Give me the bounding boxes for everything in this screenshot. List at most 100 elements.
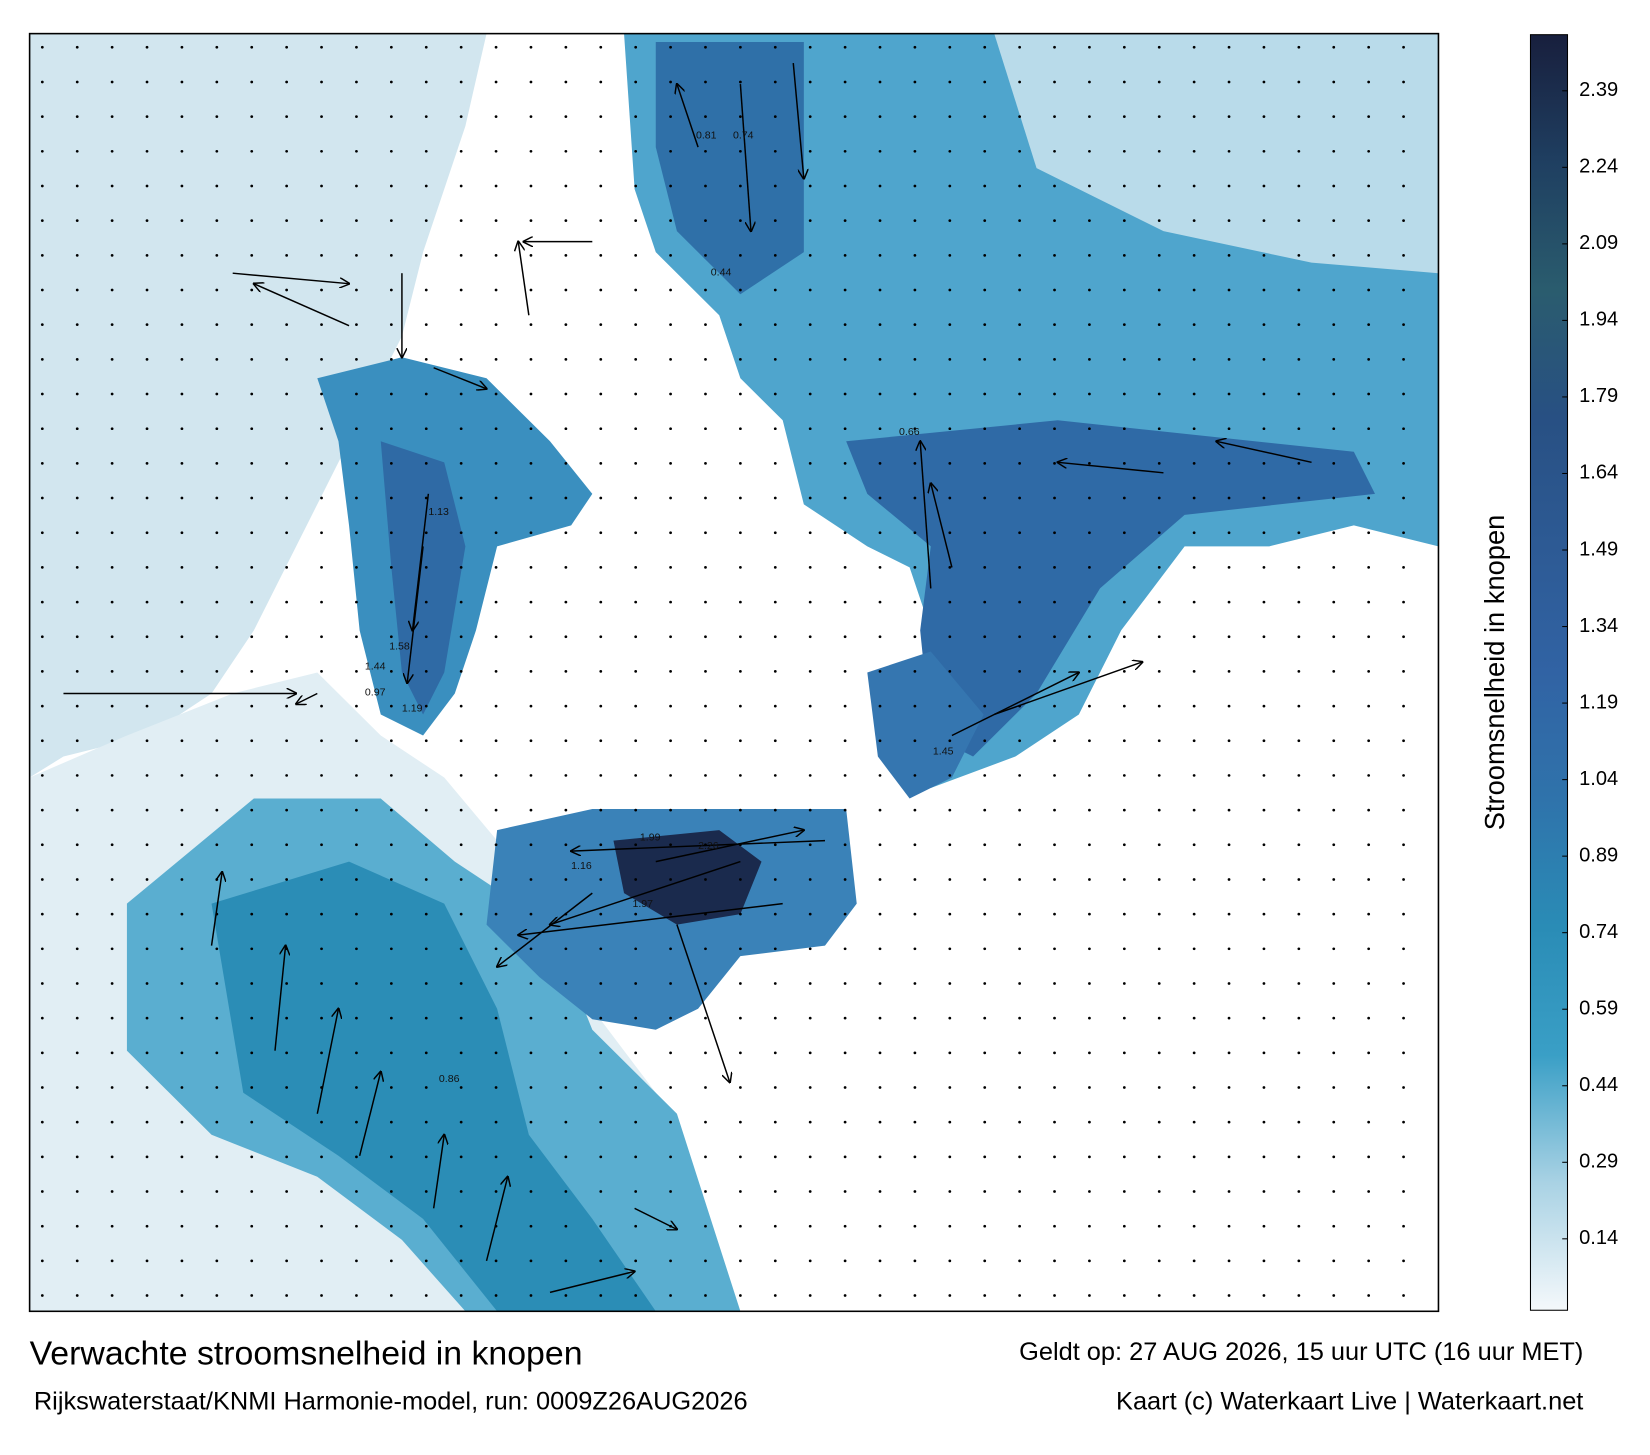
grid-dot <box>75 1086 79 1089</box>
grid-dot <box>564 947 568 951</box>
grid-dot <box>634 149 638 153</box>
grid-dot <box>704 1190 707 1193</box>
grid-dot <box>1332 774 1336 777</box>
grid-dot <box>843 219 847 223</box>
grid-dot <box>983 1016 987 1020</box>
grid-dot <box>145 704 149 708</box>
grid-dot <box>948 704 952 708</box>
grid-dot <box>1122 288 1126 292</box>
grid-dot <box>1122 1294 1126 1297</box>
grid-dot <box>180 80 184 84</box>
grid-dot <box>843 427 847 431</box>
grid-dot <box>634 392 638 396</box>
grid-dot <box>669 80 672 84</box>
grid-dot <box>1018 843 1021 847</box>
grid-dot <box>1192 1120 1196 1124</box>
grid-dot <box>529 219 533 223</box>
grid-dot <box>599 1224 603 1228</box>
grid-dot <box>1297 531 1301 535</box>
grid-dot <box>704 1259 707 1263</box>
grid-dot <box>1157 288 1161 292</box>
grid-dot <box>1192 774 1196 777</box>
grid-dot <box>739 1224 742 1228</box>
grid-dot <box>564 1190 568 1193</box>
grid-dot <box>843 531 847 535</box>
grid-dot <box>564 253 568 257</box>
grid-dot <box>634 115 638 118</box>
grid-dot <box>320 219 323 223</box>
grid-dot <box>215 1120 219 1124</box>
grid-dot <box>1122 427 1126 431</box>
grid-dot <box>459 1259 463 1263</box>
grid-dot <box>215 670 219 673</box>
grid-dot <box>1122 600 1126 604</box>
grid-dot <box>669 878 672 881</box>
grid-dot <box>389 704 393 708</box>
colorbar-tick-label: 1.49 <box>1579 538 1618 560</box>
grid-dot <box>1227 947 1231 951</box>
grid-dot <box>1053 1224 1056 1228</box>
grid-dot <box>1227 774 1231 777</box>
grid-dot <box>669 1155 672 1159</box>
grid-dot <box>215 1016 219 1020</box>
grid-dot <box>1297 253 1301 257</box>
grid-dot <box>389 843 393 847</box>
grid-dot <box>389 427 393 431</box>
grid-dot <box>424 253 428 257</box>
grid-dot <box>180 600 184 604</box>
grid-dot <box>1402 80 1405 84</box>
grid-dot <box>389 600 393 604</box>
grid-dot <box>40 427 44 431</box>
grid-dot <box>773 219 777 223</box>
grid-dot <box>110 392 114 396</box>
current-arrow <box>677 84 699 148</box>
grid-dot <box>1192 600 1196 604</box>
grid-dot <box>75 531 79 535</box>
grid-dot <box>1053 912 1056 916</box>
grid-dot <box>389 496 393 500</box>
grid-dot <box>599 253 603 257</box>
grid-dot <box>1088 427 1091 431</box>
current-arrow <box>634 1207 677 1229</box>
grid-dot <box>704 149 707 153</box>
grid-dot <box>1122 80 1126 84</box>
grid-dot <box>75 1016 79 1020</box>
grid-dot <box>1332 635 1336 639</box>
grid-dot <box>878 1294 882 1297</box>
grid-dot <box>983 704 987 708</box>
grid-dot <box>1192 635 1196 639</box>
grid-dot <box>948 1086 952 1089</box>
grid-dot <box>180 1051 184 1055</box>
grid-dot <box>40 1155 44 1159</box>
grid-dot <box>983 1294 987 1297</box>
grid-dot <box>529 288 533 292</box>
grid-dot <box>110 1086 114 1089</box>
grid-dot <box>983 496 987 500</box>
grid-dot <box>494 149 498 153</box>
grid-dot <box>285 1051 289 1055</box>
grid-dot <box>355 1086 358 1089</box>
grid-dot <box>285 1259 289 1263</box>
grid-dot <box>843 600 847 604</box>
grid-dot <box>110 635 114 639</box>
grid-dot <box>913 1086 917 1089</box>
grid-dot <box>878 253 882 257</box>
grid-dot <box>529 739 533 743</box>
grid-dot <box>145 1051 149 1055</box>
grid-dot <box>1018 566 1021 569</box>
grid-dot <box>669 1051 672 1055</box>
grid-dot <box>529 635 533 639</box>
grid-dot <box>1088 1016 1091 1020</box>
grid-dot <box>564 600 568 604</box>
grid-dot <box>1088 947 1091 951</box>
grid-dot <box>1053 45 1056 49</box>
speed-label: 0.44 <box>711 266 732 278</box>
grid-dot <box>599 80 603 84</box>
grid-dot <box>704 253 707 257</box>
grid-dot <box>1088 531 1091 535</box>
grid-dot <box>843 1016 847 1020</box>
grid-dot <box>669 1259 672 1263</box>
grid-dot <box>1227 1190 1231 1193</box>
grid-dot <box>1192 739 1196 743</box>
grid-dot <box>320 288 323 292</box>
